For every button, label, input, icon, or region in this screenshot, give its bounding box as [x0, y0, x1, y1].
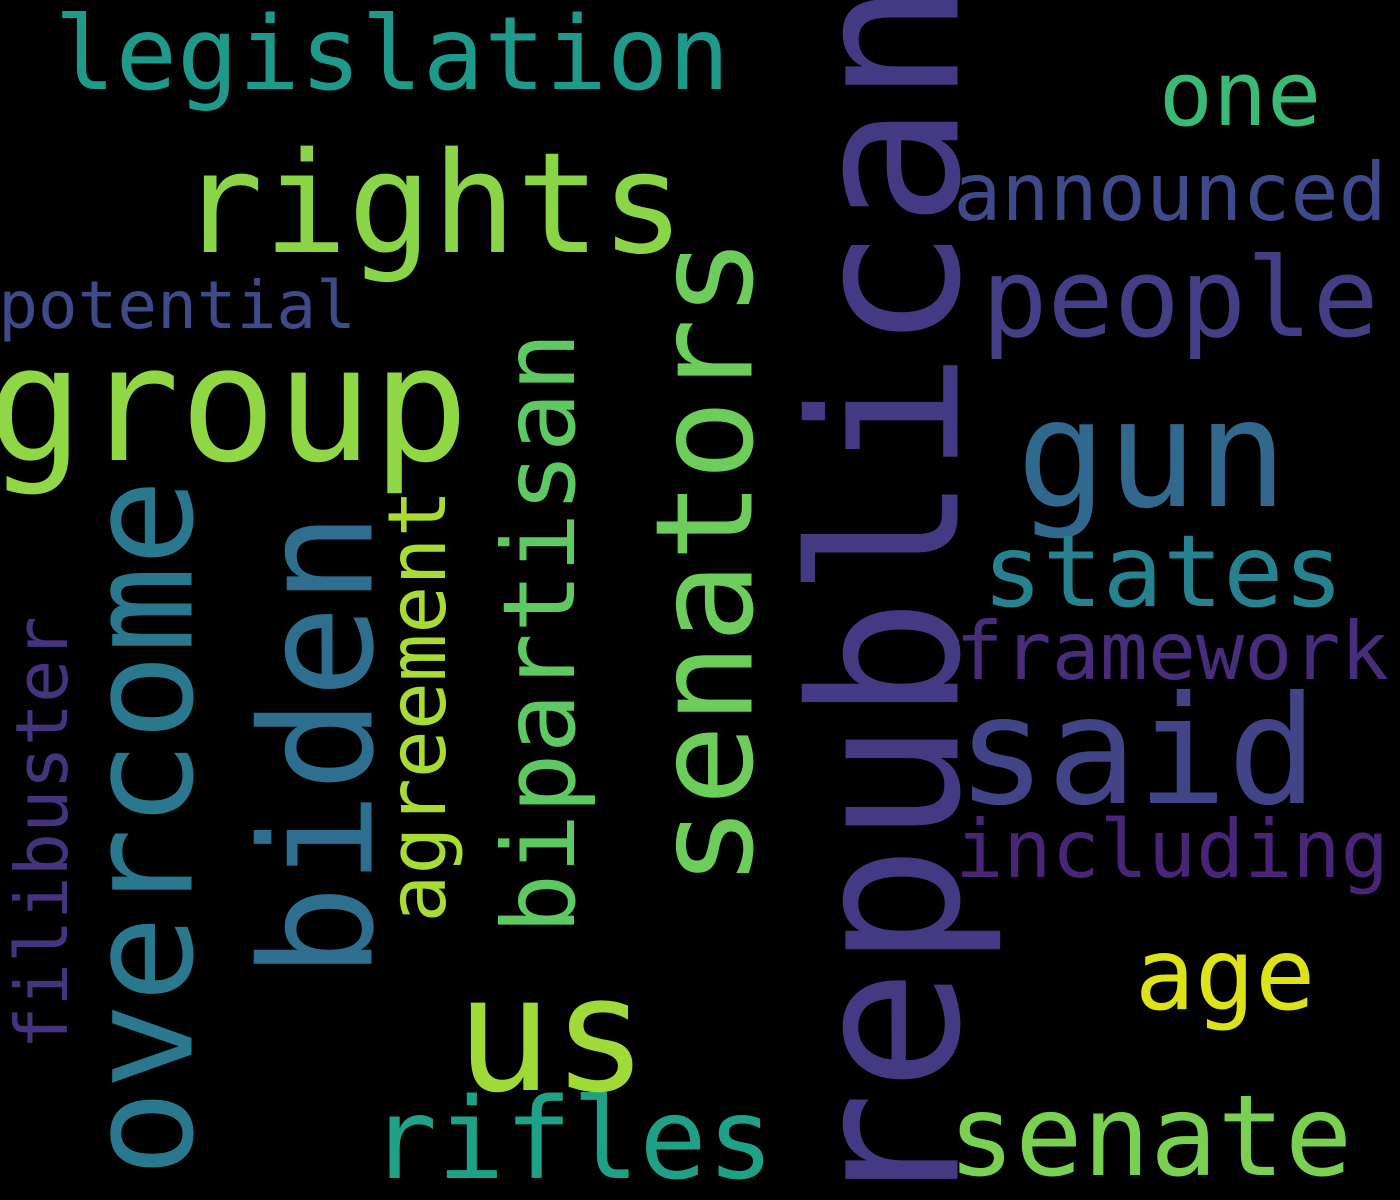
word-potential: potential	[0, 267, 356, 344]
word-overcome: overcome	[57, 478, 227, 1178]
word-senators: senators	[626, 236, 784, 888]
word-gun: gun	[1016, 368, 1288, 542]
word-age: age	[1134, 916, 1316, 1033]
word-people: people	[981, 234, 1379, 362]
word-one: one	[1158, 42, 1322, 147]
word-announced: announced	[953, 146, 1387, 239]
word-republican: republican	[768, 0, 1007, 1200]
word-rifles: rifles	[369, 1075, 775, 1200]
word-us: us	[455, 941, 649, 1128]
word-rights: rights	[179, 123, 685, 286]
word-states: states	[982, 513, 1344, 630]
word-group: group	[0, 311, 469, 498]
word-filibuster: filibuster	[0, 616, 84, 1050]
word-senate: senate	[947, 1072, 1353, 1200]
word-said: said	[956, 665, 1318, 839]
word-bipartisan: bipartisan	[481, 331, 598, 935]
word-biden: biden	[227, 511, 409, 979]
word-including: including	[955, 803, 1389, 896]
word-legislation: legislation	[54, 0, 730, 114]
word-framework: framework	[955, 605, 1389, 698]
